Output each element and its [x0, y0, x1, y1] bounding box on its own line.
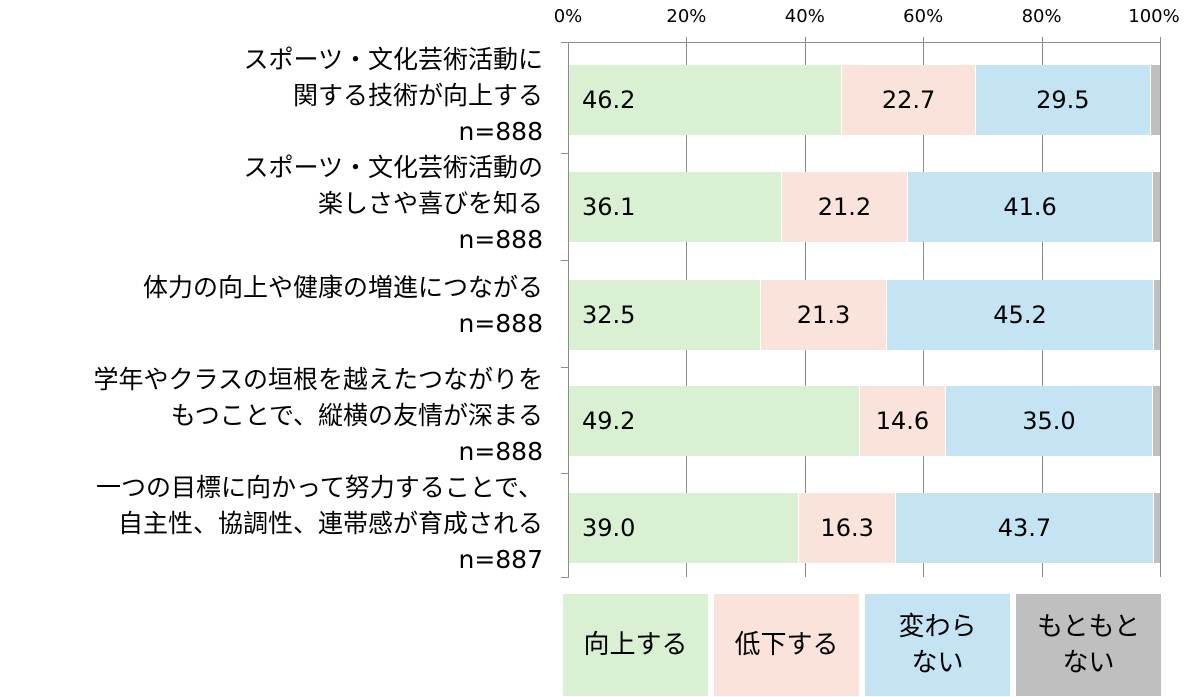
category-tick [561, 577, 569, 578]
category-tick [561, 153, 569, 154]
x-tick-label: 0% [553, 6, 583, 27]
category-tick [561, 473, 569, 474]
bar-segment: 41.6 [907, 172, 1154, 242]
x-axis-line [568, 42, 1160, 43]
category-label: スポーツ・文化芸術活動に 関する技術が向上する n=888 [243, 45, 543, 146]
legend-item: もともと ない [1016, 594, 1161, 696]
bar-row: 49.2 14.6 35.0 [569, 386, 1160, 456]
x-tick-label: 60% [903, 6, 944, 27]
bar-row: 39.0 16.3 43.7 [569, 493, 1160, 563]
bar-segment [1154, 493, 1160, 563]
bar-segment: 22.7 [842, 65, 977, 135]
bar-segment: 14.6 [859, 386, 947, 456]
bar-row: 46.2 22.7 29.5 [569, 65, 1160, 135]
legend-item: 向上する [563, 594, 708, 696]
bar-segment: 39.0 [569, 493, 800, 563]
legend-item: 変わら ない [865, 594, 1010, 696]
bar-segment: 16.3 [799, 493, 896, 563]
bar-segment: 43.7 [895, 493, 1155, 563]
category-label: 一つの目標に向かって努力することで、 自主性、協調性、連帯感が育成される n=8… [95, 473, 543, 574]
x-tick-label: 40% [784, 6, 825, 27]
x-tick-label: 20% [666, 6, 707, 27]
category-label: スポーツ・文化芸術活動の 楽しさや喜びを知る n=888 [243, 153, 543, 254]
bar-segment: 35.0 [946, 386, 1153, 456]
bar-row: 32.5 21.3 45.2 [569, 280, 1160, 350]
bar-segment: 49.2 [569, 386, 860, 456]
x-tick-label: 80% [1021, 6, 1062, 27]
category-label: 学年やクラスの垣根を越えたつながりを もつことで、縦横の友情が深まる n=888 [93, 365, 543, 466]
category-tick [561, 42, 569, 43]
bar-segment: 21.3 [761, 280, 887, 350]
legend-item: 低下する [714, 594, 859, 696]
bar-segment: 46.2 [569, 65, 843, 135]
category-label: 体力の向上や健康の増進につながる n=888 [142, 273, 543, 338]
bar-segment [1154, 280, 1160, 350]
bar-segment: 32.5 [569, 280, 762, 350]
category-tick [561, 367, 569, 368]
bar-row: 36.1 21.2 41.6 [569, 172, 1160, 242]
category-tick [561, 260, 569, 261]
x-tick-label: 100% [1128, 6, 1180, 27]
bar-segment [1150, 65, 1160, 135]
bar-segment: 29.5 [976, 65, 1151, 135]
gridline [1160, 37, 1161, 577]
bar-segment: 45.2 [886, 280, 1155, 350]
legend: 向上する 低下する 変わら ない もともと ない [563, 594, 1161, 696]
bar-segment: 21.2 [782, 172, 908, 242]
bar-segment: 36.1 [569, 172, 783, 242]
bar-segment [1153, 172, 1160, 242]
bar-segment [1152, 386, 1160, 456]
y-axis-line [568, 42, 569, 577]
